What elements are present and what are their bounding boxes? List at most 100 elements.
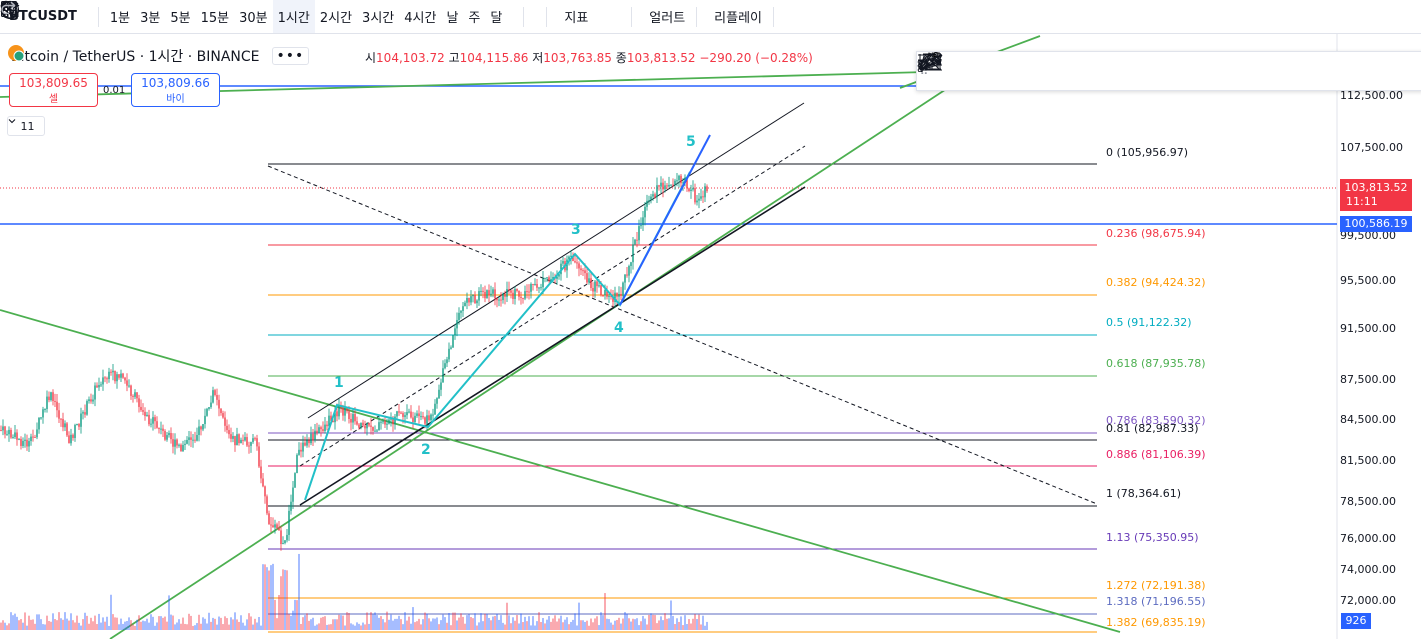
green-uptrend-line[interactable] (109, 79, 961, 639)
candle-body (478, 291, 480, 301)
fib-retracement[interactable] (268, 163, 1097, 633)
volume-bar (220, 617, 222, 630)
price-axis[interactable] (1337, 34, 1421, 639)
volume-bar (650, 613, 652, 630)
candle-body (650, 196, 652, 201)
candle-body (104, 377, 106, 379)
volume-bar (310, 619, 312, 630)
channel-bottom[interactable] (299, 186, 806, 506)
drag-handle-icon[interactable]: ⠿ (919, 64, 929, 78)
volume-bar (236, 619, 238, 630)
candle-body (88, 399, 90, 402)
candle-body (694, 188, 696, 203)
volume-bar (638, 625, 640, 630)
interval-30m[interactable]: 30분 (239, 11, 268, 26)
indicators-toggle[interactable]: 11 (7, 116, 45, 136)
volume-bar (494, 615, 496, 630)
volume-bar (456, 620, 458, 630)
volume-bar (606, 618, 608, 630)
price-range-tool-icon[interactable] (923, 52, 1271, 90)
candle-body (172, 439, 174, 447)
volume-bar (544, 623, 546, 630)
symbol-legend[interactable]: Bitcoin / TetherUS · 1시간 · BINANCE ••• (7, 44, 310, 68)
pitchfork-tool-icon[interactable] (917, 52, 1044, 90)
volume-bar (656, 623, 658, 630)
interval-5m[interactable]: 5분 (170, 11, 191, 26)
interval-month[interactable]: 달 (490, 11, 503, 26)
volume-bar (2, 620, 4, 630)
interval-day[interactable]: 날 (446, 11, 459, 26)
volume-bar (394, 618, 396, 630)
divider (523, 6, 525, 27)
more-icon[interactable]: ••• (271, 47, 310, 65)
volume-bar (306, 613, 308, 630)
green-downtrend-line[interactable] (0, 309, 1121, 633)
volume-bar (536, 621, 538, 630)
wave5-projection[interactable] (619, 134, 711, 306)
volume-bar (406, 620, 408, 630)
interval-1m[interactable]: 1분 (109, 11, 131, 26)
redo-button[interactable] (1, 0, 828, 33)
sell-button[interactable]: 103,809.65 셀 (9, 73, 98, 107)
fib-fan-tool-icon[interactable] (919, 52, 1120, 90)
horizontal-ray-tool-icon[interactable] (919, 52, 1347, 90)
interval-3m[interactable]: 3분 (140, 11, 161, 26)
interval-15m[interactable]: 15분 (200, 11, 230, 26)
legend-title: Bitcoin / TetherUS · 1시간 · BINANCE (11, 49, 260, 65)
candle-body (188, 437, 190, 440)
interval-4h[interactable]: 4시간 (404, 11, 437, 26)
volume-bar (610, 622, 612, 630)
elliott-correction-tool-icon[interactable]: A C (918, 52, 1196, 90)
candle-body (222, 413, 224, 418)
date-range-tool-icon[interactable] (919, 52, 1309, 90)
price-axis-label: 81,500.00 (1340, 454, 1396, 467)
channel-mid[interactable] (299, 145, 806, 467)
trend-fib-tool-icon[interactable] (917, 52, 1007, 90)
candle-body (422, 416, 424, 418)
candle-body (360, 422, 362, 428)
candle-body (382, 421, 384, 423)
volume-bar (70, 613, 72, 630)
buy-price: 103,809.66 (141, 76, 210, 90)
gann-box-tool-icon[interactable] (919, 52, 1385, 90)
volume-bar (168, 595, 170, 630)
interval-3h[interactable]: 3시간 (362, 11, 395, 26)
elliott-impulse-tool-icon[interactable]: 1 5 (918, 52, 1158, 90)
curve-tool-icon[interactable] (917, 52, 1421, 90)
buy-button[interactable]: 103,809.66 바이 (131, 73, 220, 107)
gann-fan-tool-icon[interactable] (917, 52, 1082, 90)
channel-top[interactable] (307, 102, 805, 419)
candle-body (366, 422, 368, 429)
candle-body (22, 440, 24, 446)
volume-bar (680, 616, 682, 630)
volume-bar (440, 620, 442, 630)
candle-body (480, 290, 482, 292)
replay-button[interactable]: 리플레이 (1, 0, 767, 33)
candle-body (260, 466, 262, 479)
interval-week[interactable]: 주 (468, 11, 481, 26)
interval-1h[interactable]: 1시간 (272, 0, 315, 33)
volume-bar (426, 613, 428, 630)
volume-bar (576, 625, 578, 630)
volume-bar (194, 625, 196, 630)
elliott-triangle-tool-icon[interactable]: A E (918, 52, 1233, 90)
candle-body (66, 423, 68, 436)
candle-body (258, 446, 260, 467)
volume-bar (244, 625, 246, 630)
candle-body (46, 396, 48, 409)
volume-bar (92, 621, 94, 630)
candle-body (276, 524, 278, 529)
volume-bar (462, 616, 464, 630)
fib-trend-line[interactable] (267, 165, 1098, 505)
candle-body (594, 281, 596, 292)
candle-body (264, 486, 266, 497)
elliott-wave[interactable] (304, 171, 691, 501)
candle-body (158, 427, 160, 429)
volume-bar (284, 569, 286, 630)
interval-2h[interactable]: 2시간 (319, 11, 353, 26)
candle-body (618, 293, 620, 297)
drawing-toolbar[interactable]: ⠿ 1 5 A C A E (916, 51, 1421, 91)
volume-bar (446, 622, 448, 630)
candle-body (590, 278, 592, 288)
